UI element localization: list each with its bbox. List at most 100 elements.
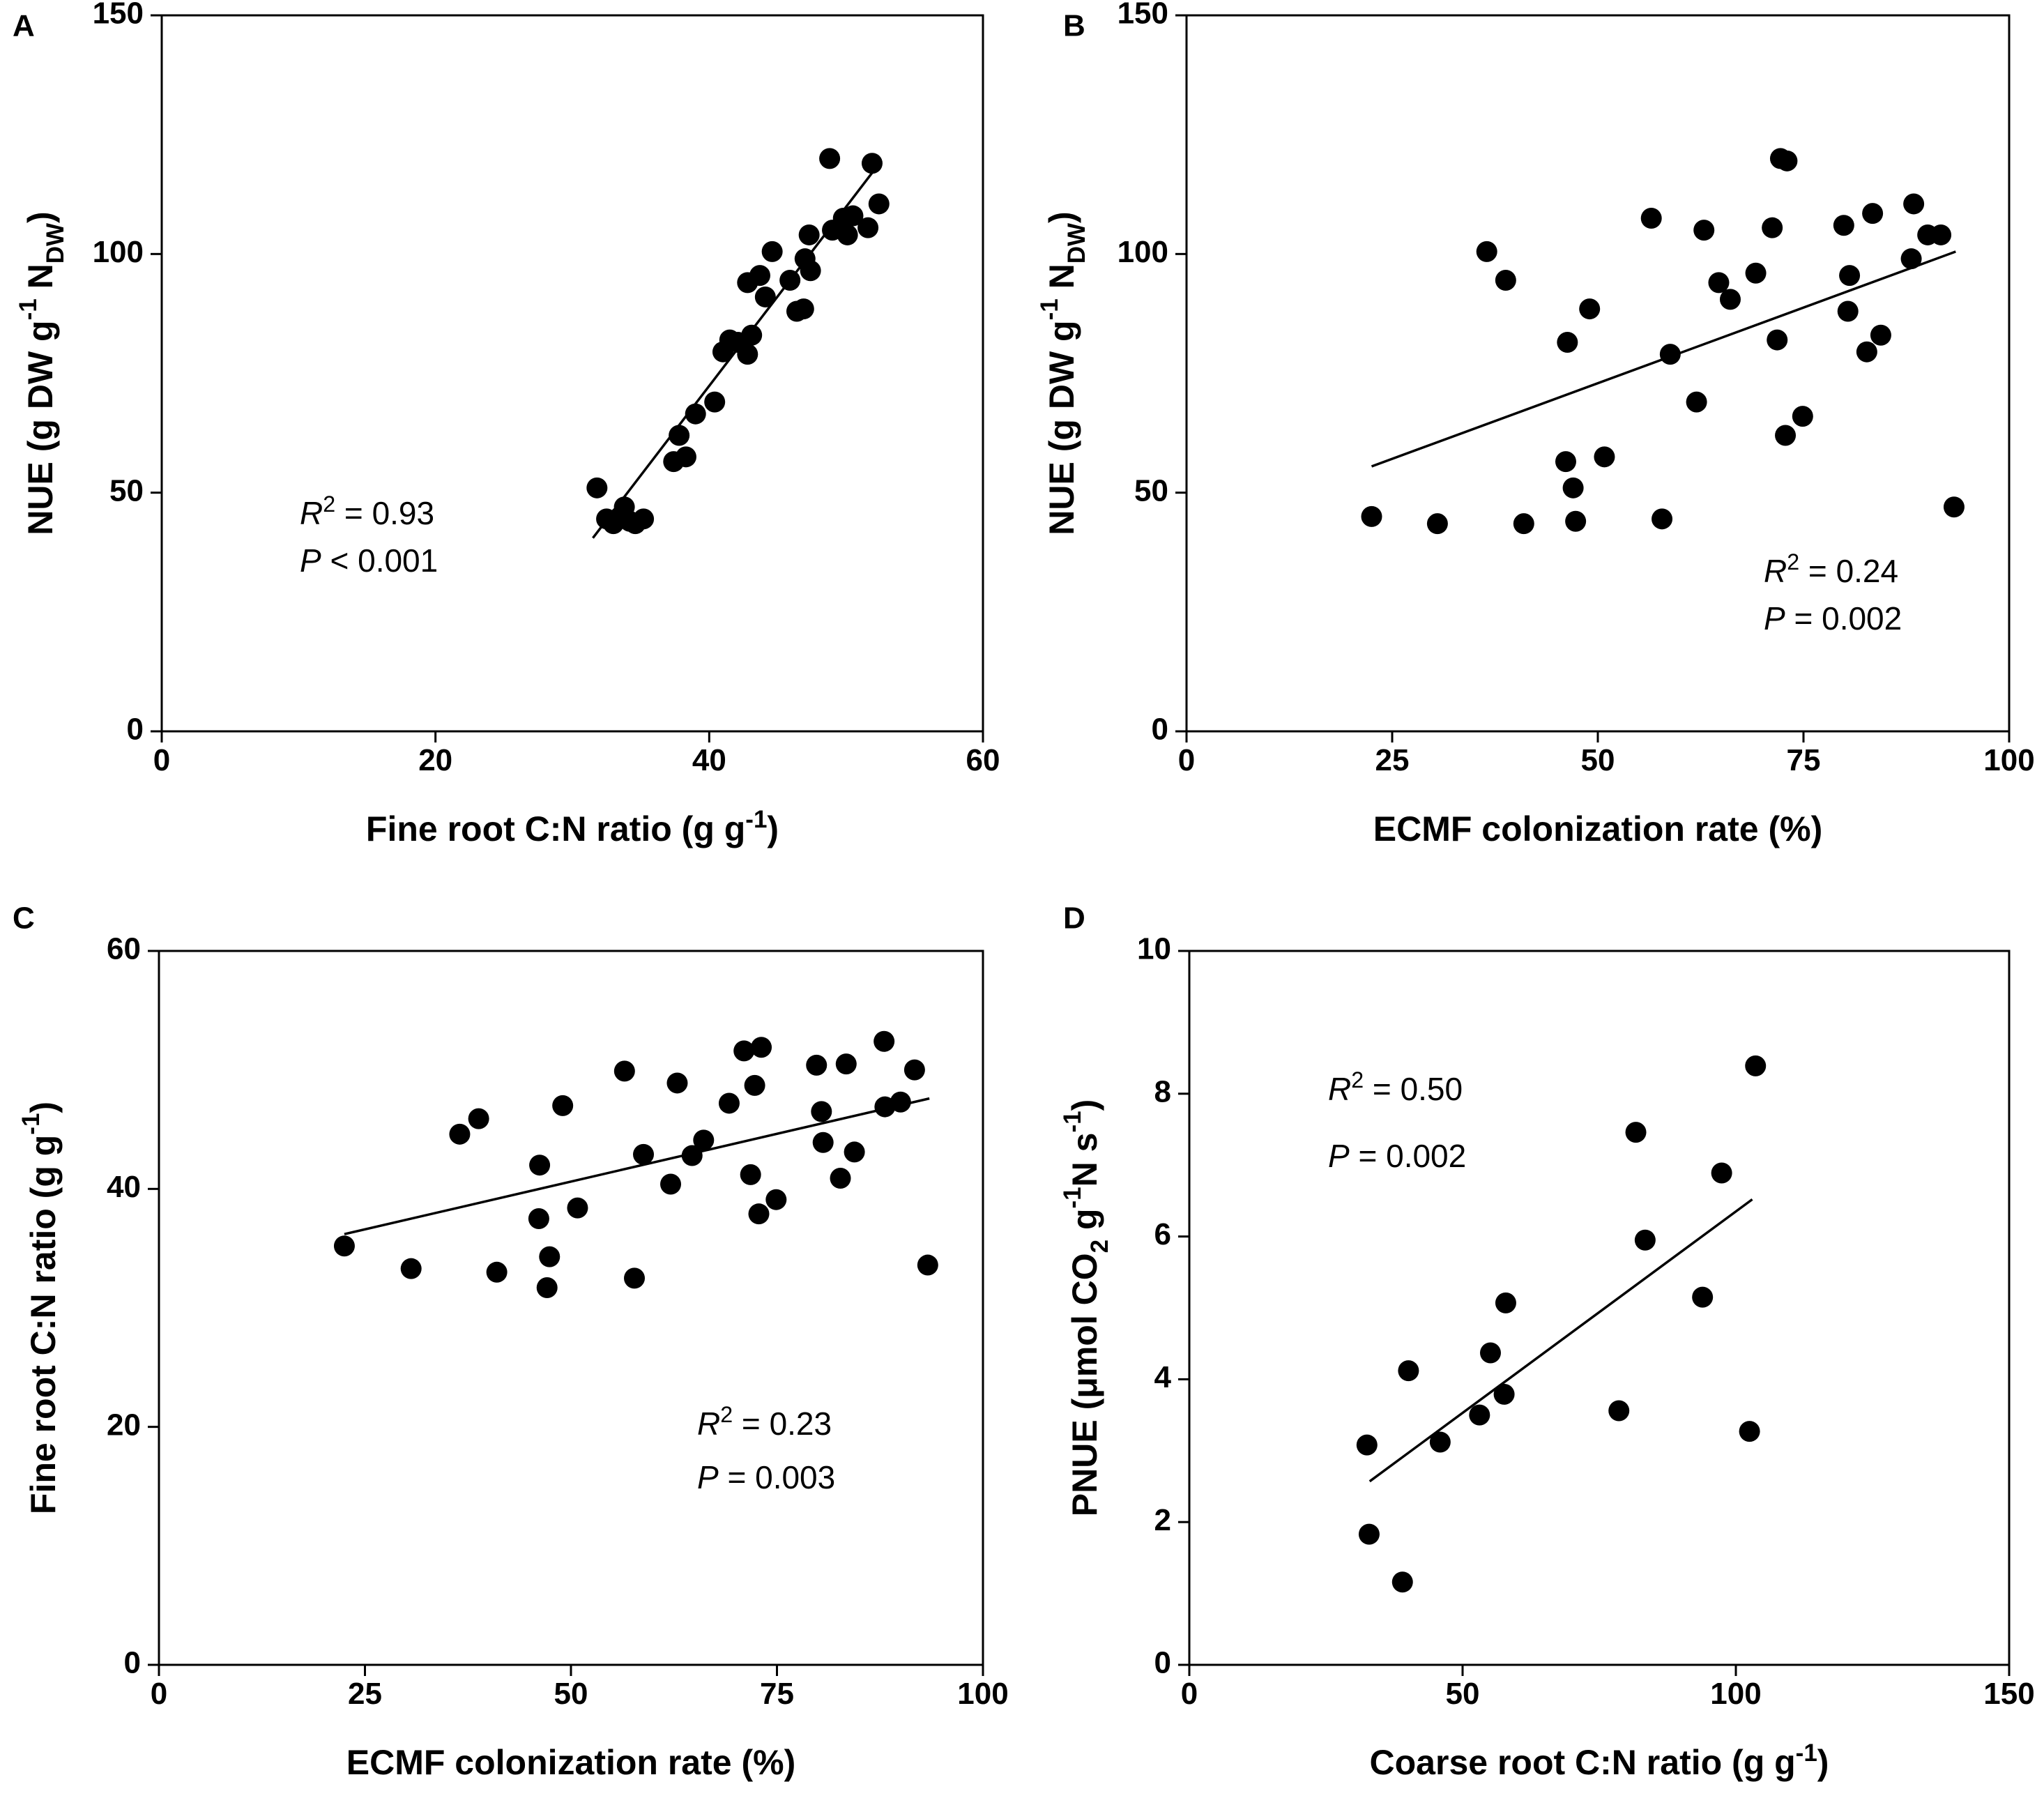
panel-c-x-tick-label: 100 bbox=[957, 1677, 1008, 1711]
panel-a-data-point bbox=[633, 508, 655, 530]
panel-c-data-point bbox=[529, 1155, 551, 1176]
panel-a-data-point bbox=[868, 193, 890, 215]
panel-a-x-tick-label: 60 bbox=[966, 743, 1000, 777]
panel-d-regression-line bbox=[1368, 1198, 1753, 1483]
panel-c-x-axis-label: ECMF colonization rate (%) bbox=[346, 1743, 795, 1782]
panel-b-data-point bbox=[1495, 269, 1516, 291]
panel-d-y-tick-label: 6 bbox=[1154, 1217, 1171, 1251]
panel-d-data-point bbox=[1391, 1571, 1413, 1593]
panel-c-r-squared: R2 = 0.23 bbox=[697, 1402, 832, 1442]
panel-b-data-point bbox=[1776, 150, 1798, 172]
panel-b-data-point bbox=[1900, 248, 1922, 270]
panel-c: C 0 25 50 75 100 0 20 40 60 ECMF colonization rate… bbox=[13, 901, 1009, 1782]
panel-d-data-point bbox=[1634, 1229, 1656, 1251]
panel-c-data-point bbox=[740, 1164, 761, 1185]
panel-b-data-point bbox=[1361, 505, 1382, 527]
panel-b-data-point bbox=[1579, 298, 1601, 320]
panel-c-y-tick-label: 0 bbox=[124, 1646, 141, 1680]
panel-c-x-tick-label: 75 bbox=[760, 1677, 794, 1711]
panel-b-data-point bbox=[1719, 289, 1741, 310]
panel-b-r-squared: R2 = 0.24 bbox=[1764, 549, 1898, 589]
panel-b-data-point bbox=[1562, 477, 1584, 498]
panel-a-data-point bbox=[685, 403, 706, 425]
panel-b-data-point bbox=[1903, 193, 1925, 215]
panel-c-x-tick-label: 0 bbox=[151, 1677, 167, 1711]
panel-b-data-point bbox=[1640, 207, 1662, 229]
panel-b-x-tick-label: 50 bbox=[1581, 743, 1615, 777]
panel-a-data-point bbox=[842, 205, 864, 227]
panel-d-r-squared: R2 = 0.50 bbox=[1328, 1067, 1463, 1107]
panel-d-x-tick-label: 150 bbox=[1983, 1677, 2034, 1711]
panel-d-data-point bbox=[1692, 1286, 1714, 1308]
panel-d-y-tick-label: 4 bbox=[1154, 1360, 1172, 1394]
panel-a-x-tick-label: 40 bbox=[692, 743, 726, 777]
panel-a-data-point bbox=[819, 148, 841, 169]
panel-b-data-point bbox=[1833, 215, 1854, 236]
panel-d-data-point bbox=[1358, 1523, 1380, 1545]
panel-a-data-point bbox=[857, 217, 879, 238]
panel-b-data-point bbox=[1930, 224, 1952, 245]
panel-d-x-axis-label: Coarse root C:N ratio (g g-1) bbox=[1370, 1739, 1829, 1783]
panel-c-data-point bbox=[835, 1053, 857, 1075]
panel-d-y-tick-label: 8 bbox=[1154, 1074, 1171, 1108]
panel-b-data-point bbox=[1476, 241, 1497, 262]
panel-b-data-point bbox=[1856, 341, 1877, 363]
panel-d-data-point bbox=[1739, 1421, 1760, 1442]
panel-c-data-point bbox=[917, 1254, 938, 1276]
panel-c-data-point bbox=[567, 1197, 588, 1219]
panel-c-regression-line bbox=[344, 1097, 930, 1235]
panel-b-data-point bbox=[1513, 513, 1534, 535]
panel-d-data-point bbox=[1398, 1360, 1419, 1382]
panel-b-data-point bbox=[1594, 446, 1615, 468]
panel-a-x-tick-label: 20 bbox=[418, 743, 452, 777]
panel-a-data-point bbox=[861, 153, 883, 174]
panel-a-data-point bbox=[749, 265, 770, 287]
panel-c-y-tick-label: 40 bbox=[107, 1170, 141, 1204]
panel-a-data-point bbox=[741, 324, 763, 346]
panel-c-data-point bbox=[613, 1060, 635, 1082]
panel-c-data-point bbox=[811, 1101, 832, 1122]
panel-c-y-tick-label: 60 bbox=[107, 932, 141, 966]
panel-c-p-value: P = 0.003 bbox=[697, 1459, 835, 1495]
panel-b-data-point bbox=[1837, 300, 1859, 322]
panel-d-x-tick-label: 100 bbox=[1710, 1677, 1761, 1711]
panel-d-data-point bbox=[1493, 1383, 1515, 1405]
panel-d-data-point bbox=[1469, 1404, 1490, 1426]
panel-a-data-point bbox=[800, 260, 821, 282]
panel-d-data-point bbox=[1745, 1055, 1767, 1076]
panel-c-data-point bbox=[748, 1203, 770, 1225]
panel-d-x-tick-label: 0 bbox=[1181, 1677, 1198, 1711]
panel-d: D 0 50 100 150 0 2 4 6 8 10 Coarse root C:N ratio (… bbox=[1059, 901, 2035, 1782]
panel-a-data-point bbox=[669, 425, 690, 446]
panel-b-x-tick-label: 100 bbox=[1983, 743, 2034, 777]
panel-b: B 0 25 50 75 100 0 50 100 150 ECMF colonization ra… bbox=[1036, 0, 2035, 848]
panel-c-data-point bbox=[751, 1037, 772, 1058]
panel-a-data-point bbox=[675, 446, 696, 468]
panel-c-data-point bbox=[449, 1123, 471, 1145]
panel-c-data-point bbox=[333, 1235, 355, 1257]
panel-c-y-tick-label: 20 bbox=[107, 1408, 141, 1442]
panel-c-x-tick-label: 25 bbox=[348, 1677, 382, 1711]
panel-c-data-point bbox=[718, 1092, 740, 1114]
panel-c-data-point bbox=[552, 1095, 574, 1116]
panel-b-p-value: P = 0.002 bbox=[1764, 600, 1902, 637]
panel-c-data-point bbox=[693, 1129, 715, 1151]
panel-a-data-point bbox=[754, 286, 776, 307]
panel-d-data-point bbox=[1495, 1292, 1516, 1313]
panel-a-x-tick-label: 0 bbox=[153, 743, 170, 777]
panel-c-data-point bbox=[528, 1208, 549, 1229]
panel-b-data-point bbox=[1555, 451, 1576, 473]
panel-c-data-point bbox=[903, 1059, 925, 1081]
panel-b-x-tick-label: 25 bbox=[1375, 743, 1410, 777]
panel-a-data-point bbox=[586, 477, 608, 498]
panel-c-data-point bbox=[468, 1108, 489, 1129]
panel-b-data-point bbox=[1775, 425, 1797, 446]
panel-c-data-point bbox=[400, 1258, 422, 1279]
panel-b-data-point bbox=[1870, 324, 1891, 346]
panel-a-y-tick-label: 150 bbox=[93, 0, 144, 31]
panel-a-plot-frame bbox=[160, 14, 984, 733]
panel-a-r-squared: R2 = 0.93 bbox=[300, 492, 434, 531]
panel-d-data-point bbox=[1479, 1342, 1501, 1364]
panel-c-data-point bbox=[744, 1074, 765, 1096]
